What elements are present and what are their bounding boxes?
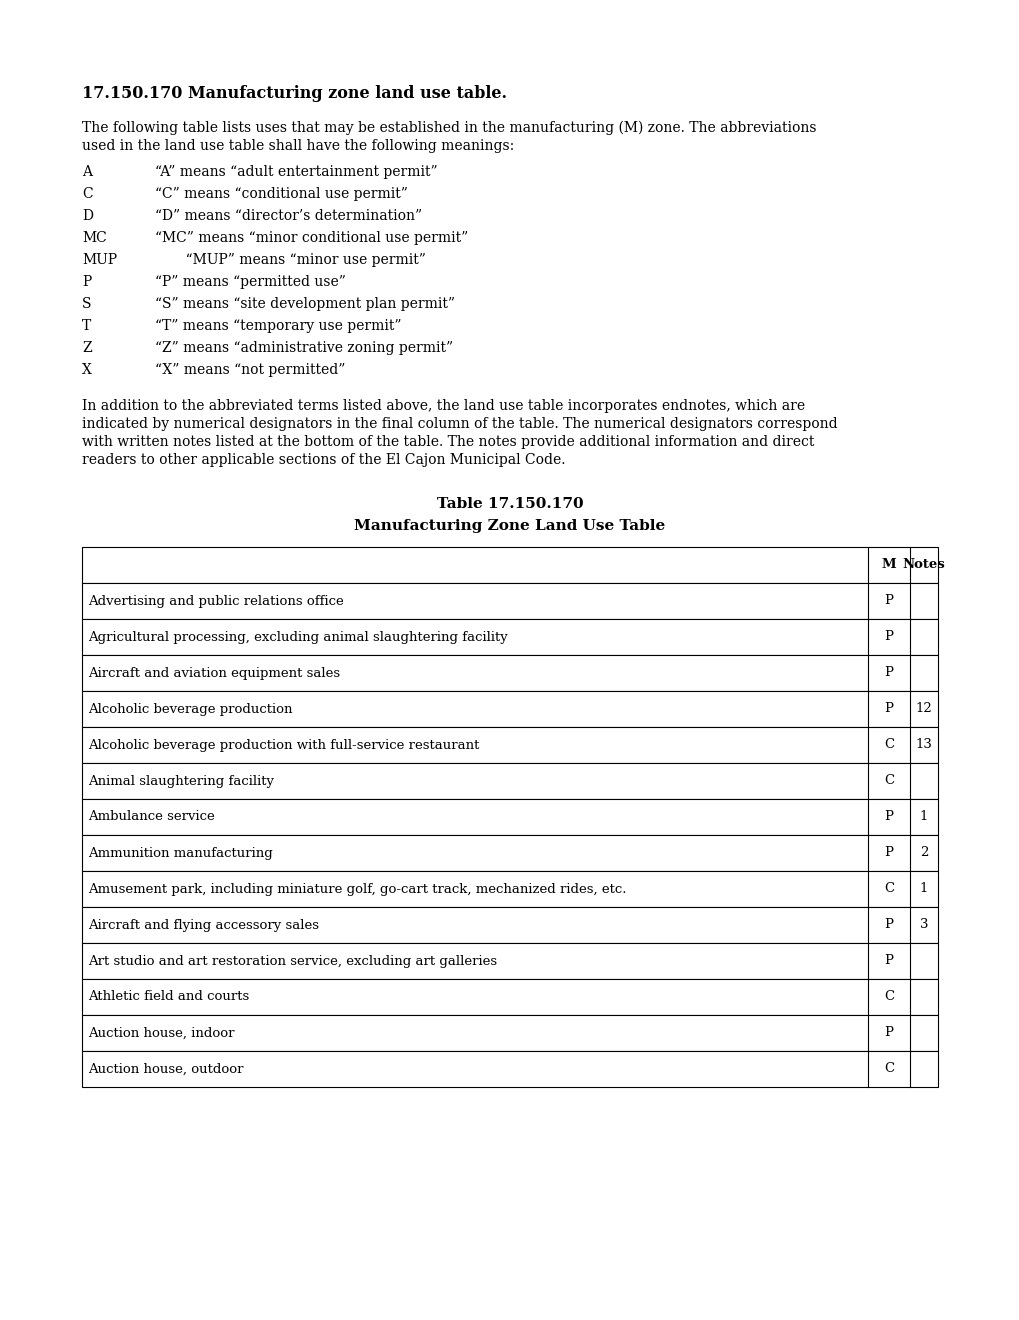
- Text: Auction house, outdoor: Auction house, outdoor: [88, 1063, 244, 1076]
- Text: Aircraft and flying accessory sales: Aircraft and flying accessory sales: [88, 919, 319, 932]
- Bar: [82, 727, 937, 763]
- Text: Manufacturing Zone Land Use Table: Manufacturing Zone Land Use Table: [354, 519, 665, 533]
- Bar: [82, 836, 937, 871]
- Text: indicated by numerical designators in the final column of the table. The numeric: indicated by numerical designators in th…: [82, 417, 837, 432]
- Text: Auction house, indoor: Auction house, indoor: [88, 1027, 234, 1040]
- Text: T: T: [82, 319, 91, 333]
- Text: C: C: [82, 187, 93, 201]
- Text: C: C: [883, 738, 894, 751]
- Text: P: P: [883, 810, 893, 824]
- Text: Art studio and art restoration service, excluding art galleries: Art studio and art restoration service, …: [88, 954, 496, 968]
- Text: The following table lists uses that may be established in the manufacturing (M) : The following table lists uses that may …: [82, 121, 815, 136]
- Text: Ammunition manufacturing: Ammunition manufacturing: [88, 846, 272, 859]
- Text: P: P: [883, 919, 893, 932]
- Text: D: D: [82, 209, 93, 223]
- Bar: [82, 1015, 937, 1051]
- Text: “MUP” means “minor use permit”: “MUP” means “minor use permit”: [155, 253, 426, 267]
- Text: P: P: [883, 631, 893, 644]
- Text: P: P: [883, 1027, 893, 1040]
- Text: “Z” means “administrative zoning permit”: “Z” means “administrative zoning permit”: [155, 341, 452, 355]
- Text: X: X: [82, 363, 92, 378]
- Text: P: P: [883, 594, 893, 607]
- Text: M: M: [880, 558, 896, 572]
- Text: C: C: [883, 883, 894, 895]
- Text: C: C: [883, 1063, 894, 1076]
- Text: “T” means “temporary use permit”: “T” means “temporary use permit”: [155, 319, 401, 333]
- Text: Table 17.150.170: Table 17.150.170: [436, 498, 583, 511]
- Text: MC: MC: [82, 231, 107, 246]
- Text: used in the land use table shall have the following meanings:: used in the land use table shall have th…: [82, 139, 514, 153]
- Bar: [82, 979, 937, 1015]
- Text: C: C: [883, 775, 894, 788]
- Bar: [82, 583, 937, 619]
- Text: “S” means “site development plan permit”: “S” means “site development plan permit”: [155, 297, 454, 312]
- Text: 17.150.170 Manufacturing zone land use table.: 17.150.170 Manufacturing zone land use t…: [82, 84, 506, 102]
- Text: MUP: MUP: [82, 253, 117, 267]
- Text: In addition to the abbreviated terms listed above, the land use table incorporat: In addition to the abbreviated terms lis…: [82, 399, 804, 413]
- Text: “A” means “adult entertainment permit”: “A” means “adult entertainment permit”: [155, 165, 437, 180]
- Text: readers to other applicable sections of the El Cajon Municipal Code.: readers to other applicable sections of …: [82, 453, 565, 467]
- Text: Aircraft and aviation equipment sales: Aircraft and aviation equipment sales: [88, 667, 339, 680]
- Text: Z: Z: [82, 341, 92, 355]
- Text: Animal slaughtering facility: Animal slaughtering facility: [88, 775, 274, 788]
- Bar: [82, 907, 937, 942]
- Text: P: P: [883, 846, 893, 859]
- Bar: [82, 690, 937, 727]
- Text: 1: 1: [919, 810, 927, 824]
- Text: C: C: [883, 990, 894, 1003]
- Text: Alcoholic beverage production with full-service restaurant: Alcoholic beverage production with full-…: [88, 738, 479, 751]
- Text: “P” means “permitted use”: “P” means “permitted use”: [155, 275, 345, 289]
- Bar: [82, 763, 937, 799]
- Bar: [82, 871, 937, 907]
- Text: “C” means “conditional use permit”: “C” means “conditional use permit”: [155, 187, 408, 201]
- Text: Amusement park, including miniature golf, go-cart track, mechanized rides, etc.: Amusement park, including miniature golf…: [88, 883, 626, 895]
- Bar: [82, 619, 937, 655]
- Text: Advertising and public relations office: Advertising and public relations office: [88, 594, 343, 607]
- Text: Alcoholic beverage production: Alcoholic beverage production: [88, 702, 292, 715]
- Text: P: P: [82, 275, 91, 289]
- Text: P: P: [883, 667, 893, 680]
- Text: Notes: Notes: [902, 558, 945, 572]
- Text: “MC” means “minor conditional use permit”: “MC” means “minor conditional use permit…: [155, 231, 468, 246]
- Text: S: S: [82, 297, 92, 312]
- Bar: [82, 1051, 937, 1086]
- Text: Agricultural processing, excluding animal slaughtering facility: Agricultural processing, excluding anima…: [88, 631, 507, 644]
- Bar: [82, 655, 937, 690]
- Text: “X” means “not permitted”: “X” means “not permitted”: [155, 363, 345, 378]
- Text: 2: 2: [919, 846, 927, 859]
- Text: “D” means “director’s determination”: “D” means “director’s determination”: [155, 209, 422, 223]
- Text: A: A: [82, 165, 92, 180]
- Text: Athletic field and courts: Athletic field and courts: [88, 990, 249, 1003]
- Bar: [82, 799, 937, 836]
- Text: P: P: [883, 954, 893, 968]
- Text: 12: 12: [915, 702, 931, 715]
- Bar: [82, 546, 937, 583]
- Text: Ambulance service: Ambulance service: [88, 810, 215, 824]
- Text: 1: 1: [919, 883, 927, 895]
- Bar: [82, 942, 937, 979]
- Text: with written notes listed at the bottom of the table. The notes provide addition: with written notes listed at the bottom …: [82, 436, 813, 449]
- Text: 3: 3: [919, 919, 927, 932]
- Text: 13: 13: [915, 738, 931, 751]
- Text: P: P: [883, 702, 893, 715]
